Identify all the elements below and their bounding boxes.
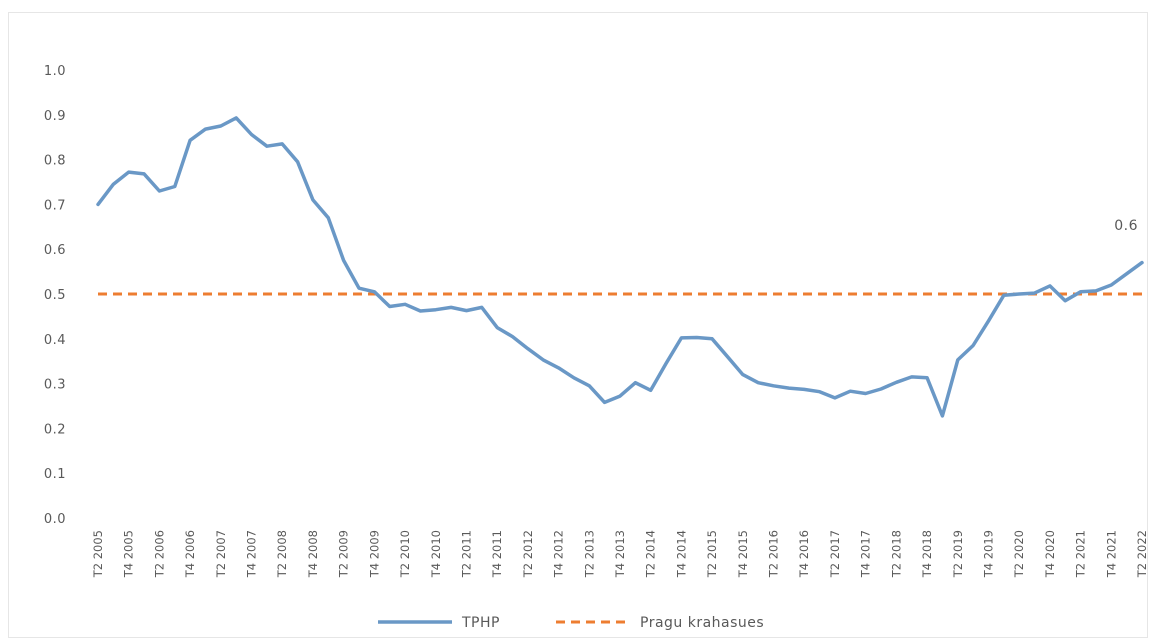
x-tick-label: T2 2018 xyxy=(889,530,903,578)
x-tick-label: T4 2017 xyxy=(859,530,873,578)
x-tick-label: T2 2008 xyxy=(275,530,289,578)
x-tick-label: T4 2016 xyxy=(797,530,811,578)
y-tick-label: 0.4 xyxy=(44,333,66,348)
x-tick-label: T4 2010 xyxy=(429,530,443,578)
x-tick-label: T2 2007 xyxy=(214,530,228,578)
x-tick-label: T4 2021 xyxy=(1104,530,1118,578)
x-tick-label: T2 2019 xyxy=(951,530,965,578)
x-tick-label: T2 2014 xyxy=(644,530,658,578)
x-tick-label: T4 2005 xyxy=(122,530,136,578)
x-tick-label: T2 2016 xyxy=(767,530,781,578)
y-tick-label: 0.6 xyxy=(44,243,66,258)
y-tick-label: 0.9 xyxy=(44,109,66,124)
x-tick-label: T4 2020 xyxy=(1043,530,1057,578)
y-tick-label: 1.0 xyxy=(44,64,66,79)
annotations: 0.6 xyxy=(1114,218,1138,234)
x-tick-label: T2 2011 xyxy=(459,530,473,578)
y-tick-label: 0.8 xyxy=(44,154,66,169)
data-label: 0.6 xyxy=(1114,218,1138,234)
plot-area xyxy=(96,116,1144,418)
x-tick-label: T2 2010 xyxy=(398,530,412,578)
x-tick-label: T2 2017 xyxy=(828,530,842,578)
x-tick-label: T4 2014 xyxy=(674,530,688,578)
y-tick-label: 0.7 xyxy=(44,198,66,213)
x-tick-label: T4 2013 xyxy=(613,530,627,578)
x-tick-label: T2 2022 xyxy=(1135,530,1149,578)
x-tick-label: T4 2015 xyxy=(736,530,750,578)
x-tick-label: T2 2005 xyxy=(91,530,105,578)
x-tick-label: T2 2015 xyxy=(705,530,719,578)
y-tick-label: 0.3 xyxy=(44,378,66,393)
legend-label-tphp: TPHP xyxy=(461,615,500,631)
x-tick-label: T4 2018 xyxy=(920,530,934,578)
chart-frame xyxy=(8,12,1148,638)
y-tick-label: 0.5 xyxy=(44,288,66,303)
x-tick-label: T4 2008 xyxy=(306,530,320,578)
x-tick-label: T2 2020 xyxy=(1012,530,1026,578)
x-tick-label: T4 2012 xyxy=(552,530,566,578)
x-tick-label: T4 2006 xyxy=(183,530,197,578)
x-axis: T2 2005 T4 2005 T2 2006 T4 2006 T2 2007 T4 20… xyxy=(91,530,1149,578)
y-axis: 0.0 0.1 0.2 0.3 0.4 0.5 0.6 0.7 0.8 0.9 1.0 xyxy=(44,64,66,527)
series-line-tphp xyxy=(96,116,1144,418)
x-tick-label: T2 2013 xyxy=(582,530,596,578)
y-tick-label: 0.1 xyxy=(44,467,66,482)
legend-label-pragu-krahasues: Pragu krahasues xyxy=(640,615,764,631)
y-tick-label: 0.2 xyxy=(44,422,66,437)
legend: TPHP Pragu krahasues xyxy=(378,615,764,631)
x-tick-label: T2 2012 xyxy=(521,530,535,578)
x-tick-label: T2 2021 xyxy=(1074,530,1088,578)
x-tick-label: T4 2007 xyxy=(245,530,259,578)
x-tick-label: T4 2019 xyxy=(981,530,995,578)
x-tick-label: T4 2009 xyxy=(367,530,381,578)
x-tick-label: T4 2011 xyxy=(490,530,504,578)
x-tick-label: T2 2006 xyxy=(152,530,166,578)
y-tick-label: 0.0 xyxy=(44,512,66,527)
x-tick-label: T2 2009 xyxy=(337,530,351,578)
